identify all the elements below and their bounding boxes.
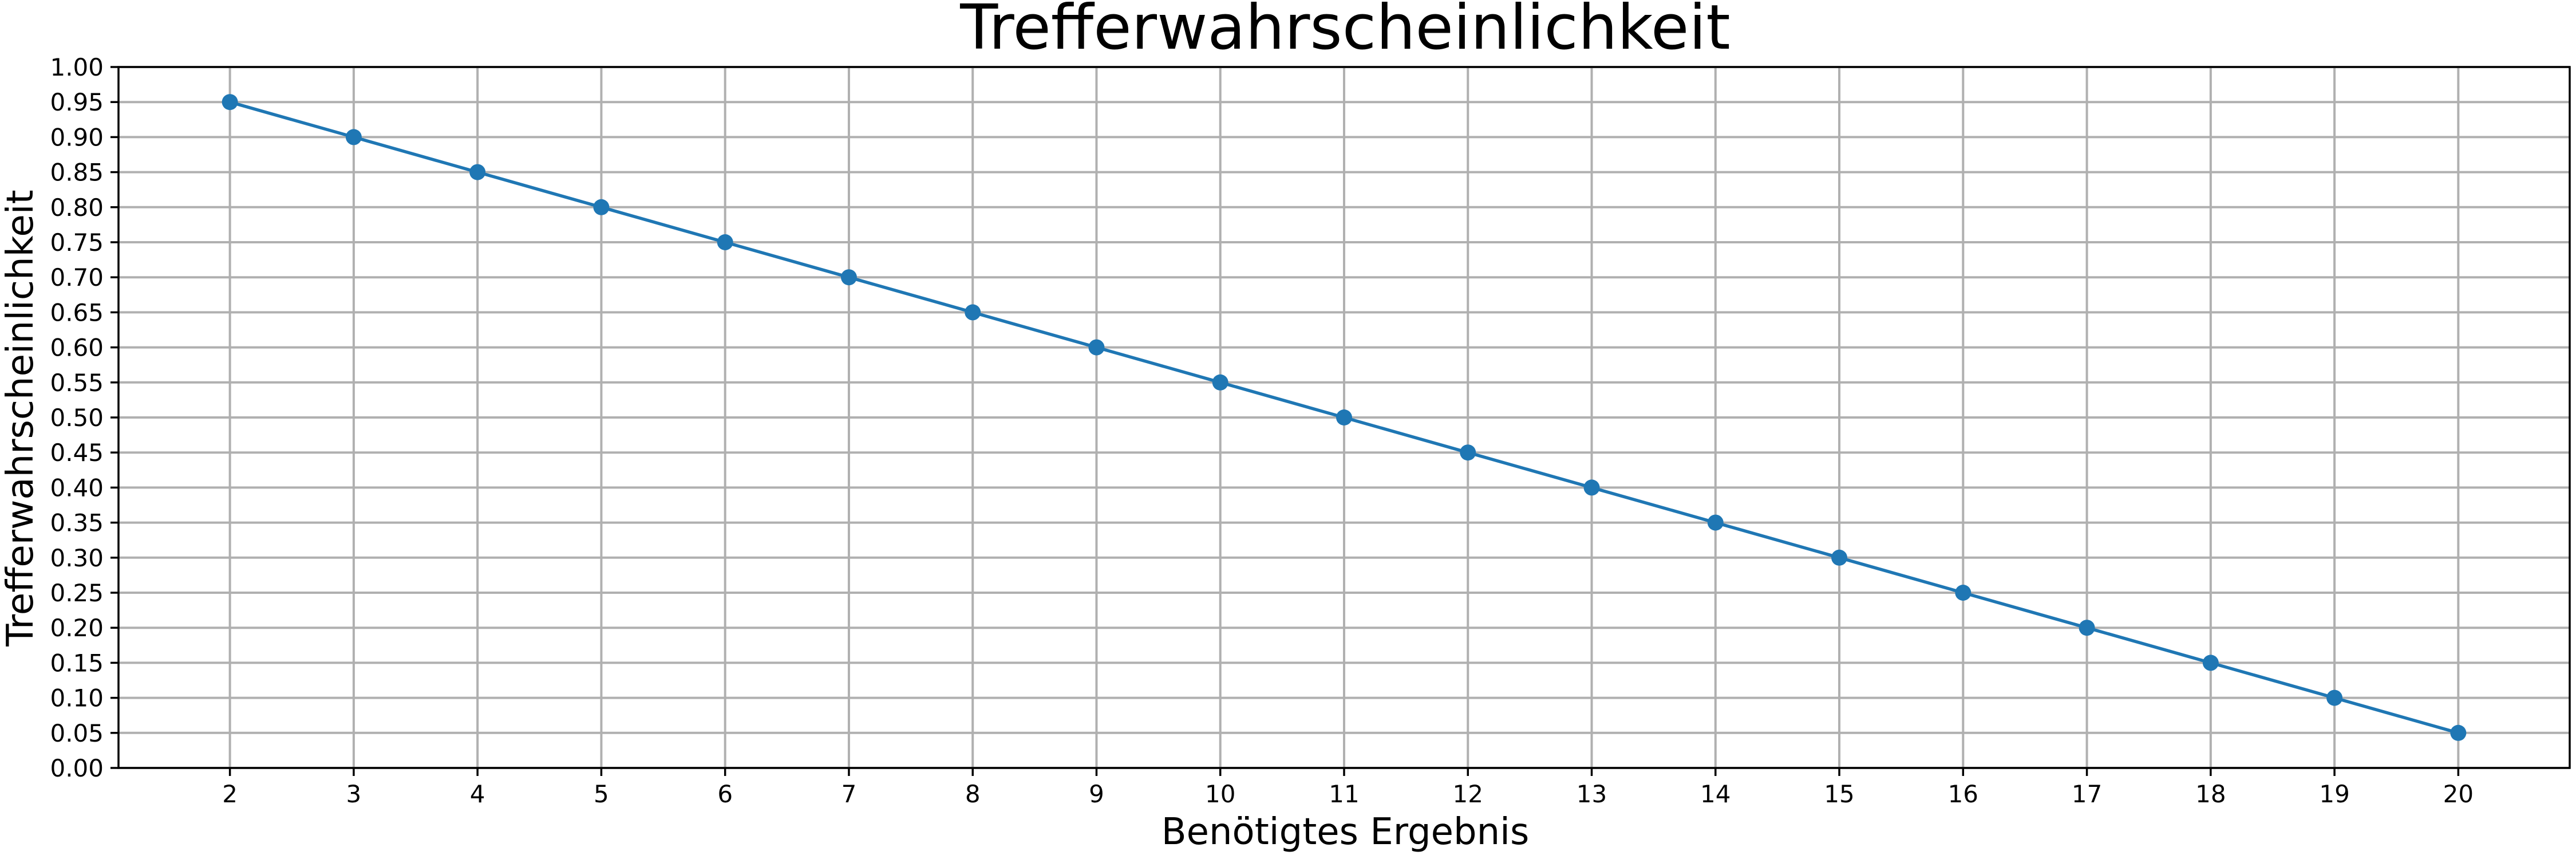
x-tick-label: 18: [2195, 780, 2226, 808]
y-tick-label: 0.50: [50, 404, 104, 432]
data-point: [840, 269, 857, 286]
x-tick-label: 13: [1577, 780, 1607, 808]
y-tick-label: 0.10: [50, 684, 104, 712]
y-tick-label: 0.60: [50, 334, 104, 362]
data-point: [1955, 585, 1971, 601]
x-axis-ticks: 2 3 4 5 6 7 8 9 10 11 12 13 14 15 16 17 18 19 20: [222, 768, 2474, 808]
y-tick-label: 0.40: [50, 474, 104, 502]
y-tick-label: 0.45: [50, 439, 104, 467]
data-point: [1831, 549, 1848, 566]
x-tick-label: 14: [1700, 780, 1730, 808]
y-tick-label: 0.00: [50, 754, 104, 782]
x-tick-label: 5: [594, 780, 609, 808]
data-point: [593, 199, 610, 215]
data-point: [1460, 444, 1476, 461]
x-tick-label: 3: [346, 780, 362, 808]
x-tick-label: 2: [222, 780, 238, 808]
y-tick-label: 0.85: [50, 159, 104, 187]
x-tick-label: 8: [965, 780, 981, 808]
x-tick-label: 11: [1329, 780, 1359, 808]
x-tick-label: 4: [470, 780, 485, 808]
x-tick-label: 17: [2072, 780, 2102, 808]
x-tick-label: 10: [1205, 780, 1235, 808]
data-point: [1583, 479, 1600, 496]
x-tick-label: 9: [1089, 780, 1104, 808]
y-tick-label: 0.80: [50, 194, 104, 222]
y-tick-label: 0.95: [50, 88, 104, 116]
data-point: [222, 94, 238, 111]
x-tick-label: 20: [2443, 780, 2474, 808]
y-tick-label: 0.25: [50, 579, 104, 607]
grid: [118, 66, 2570, 769]
series-layer: [222, 94, 2467, 741]
y-axis-ticks: 0.00 0.05 0.10 0.15 0.20 0.25 0.30 0.35 0.40 0.45…: [50, 53, 118, 782]
data-point: [1212, 374, 1228, 391]
y-axis-label: Trefferwahrscheinlichkeit: [0, 190, 42, 647]
x-tick-label: 15: [1824, 780, 1854, 808]
data-point: [2079, 620, 2095, 636]
data-point: [717, 234, 733, 250]
y-tick-label: 1.00: [50, 53, 104, 81]
y-tick-label: 0.30: [50, 544, 104, 572]
data-point: [2202, 655, 2219, 671]
y-tick-label: 0.75: [50, 228, 104, 257]
x-tick-label: 16: [1948, 780, 1978, 808]
y-tick-label: 0.20: [50, 614, 104, 642]
data-point: [2326, 689, 2343, 706]
data-point: [1707, 514, 1724, 531]
y-tick-label: 0.70: [50, 263, 104, 291]
data-point: [2450, 724, 2467, 741]
y-tick-label: 0.15: [50, 649, 104, 677]
data-point: [469, 164, 486, 180]
data-point: [345, 129, 362, 145]
x-axis-label: Benötigtes Ergebnis: [1161, 811, 1530, 853]
x-tick-label: 12: [1453, 780, 1483, 808]
y-tick-label: 0.35: [50, 509, 104, 537]
data-point: [1336, 409, 1352, 425]
data-point: [965, 304, 981, 321]
chart-title: Trefferwahrscheinlichkeit: [959, 0, 1730, 64]
y-tick-label: 0.55: [50, 369, 104, 397]
y-tick-label: 0.65: [50, 298, 104, 326]
y-tick-label: 0.05: [50, 719, 104, 747]
x-tick-label: 6: [717, 780, 733, 808]
x-tick-label: 7: [841, 780, 857, 808]
data-point: [1088, 339, 1105, 356]
y-tick-label: 0.90: [50, 123, 104, 151]
x-tick-label: 19: [2319, 780, 2349, 808]
